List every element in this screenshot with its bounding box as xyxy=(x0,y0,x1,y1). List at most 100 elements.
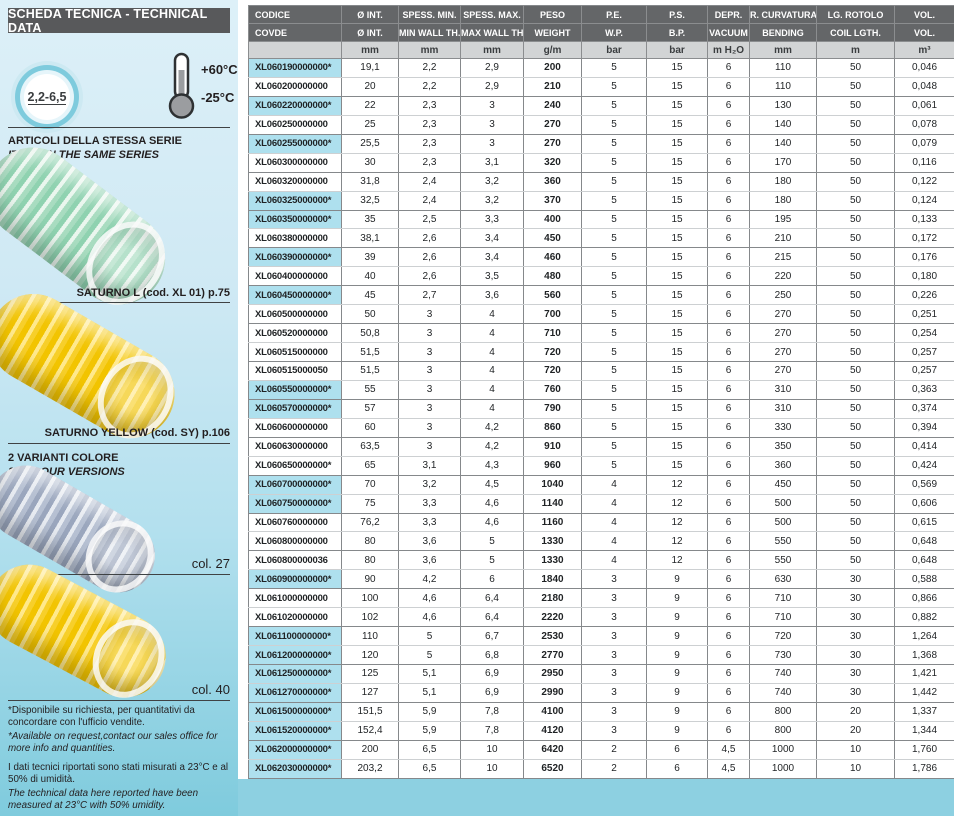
spec-value-cell: 450 xyxy=(523,228,582,249)
spec-value-cell: 15 xyxy=(646,172,708,192)
spec-value-cell: 2990 xyxy=(523,683,582,703)
spec-value-cell: 15 xyxy=(646,153,708,173)
spec-value-cell: 3,4 xyxy=(460,228,524,249)
temperature-max: +60°C xyxy=(201,62,238,77)
product-code-cell: XL060400000000 xyxy=(248,266,342,287)
table-row: XL060700000000* 70 3,2 4,5 1040 4 12 6 450 50 0,56… xyxy=(248,475,954,495)
spec-value-cell: 9 xyxy=(646,626,708,647)
spec-value-cell: 5 xyxy=(581,134,647,154)
spec-value-cell: 2 xyxy=(581,759,647,780)
spec-value-cell: 5 xyxy=(581,96,647,116)
spec-value-cell: 15 xyxy=(646,361,708,381)
header-cell: bar xyxy=(581,41,647,59)
spec-value-cell: 0,394 xyxy=(894,418,954,438)
spec-value-cell: 6 xyxy=(707,58,750,78)
spec-value-cell: 6 xyxy=(707,399,750,419)
product-code-cell: XL060500000000 xyxy=(248,304,342,325)
spec-value-cell: 50 xyxy=(816,456,895,476)
spec-value-cell: 4 xyxy=(581,513,647,533)
spec-value-cell: 700 xyxy=(523,304,582,325)
spec-value-cell: 20 xyxy=(816,702,895,722)
spec-value-cell: 50 xyxy=(816,191,895,211)
spec-value-cell: 800 xyxy=(749,721,817,741)
spec-value-cell: 50 xyxy=(816,115,895,135)
spec-value-cell: 2,6 xyxy=(398,228,461,249)
header-row-italian: CODICE Ø INT. SPESS. MIN. SPESS. MAX. PESO P.… xyxy=(248,5,954,24)
spec-value-cell: 0,569 xyxy=(894,475,954,495)
product-code-cell: XL060600000000 xyxy=(248,418,342,438)
spec-value-cell: 3 xyxy=(398,323,461,344)
spec-value-cell: 350 xyxy=(749,437,817,457)
spec-value-cell: 7,8 xyxy=(460,702,524,722)
spec-value-cell: 50 xyxy=(816,210,895,230)
spec-value-cell: 6 xyxy=(707,134,750,154)
spec-value-cell: 5 xyxy=(581,380,647,400)
table-row: XL061520000000* 152,4 5,9 7,8 4120 3 9 6 800 20 1,… xyxy=(248,721,954,741)
table-row: XL062000000000* 200 6,5 10 6420 2 6 4,5 1000 10 1,… xyxy=(248,740,954,760)
spec-value-cell: 9 xyxy=(646,645,708,665)
spec-value-cell: 200 xyxy=(523,58,582,78)
spec-value-cell: 1000 xyxy=(749,759,817,780)
spec-value-cell: 3,3 xyxy=(398,494,461,514)
spec-value-cell: 200 xyxy=(341,740,399,760)
footnotes: *Disponibile su richiesta, per quantitat… xyxy=(8,705,234,816)
spec-value-cell: 0,866 xyxy=(894,588,954,609)
thermometer-icon xyxy=(168,52,195,119)
spec-value-cell: 6 xyxy=(707,531,750,552)
spec-value-cell: 4120 xyxy=(523,721,582,741)
spec-value-cell: 210 xyxy=(749,228,817,249)
spec-value-cell: 50 xyxy=(816,266,895,287)
spec-value-cell: 0,176 xyxy=(894,247,954,268)
footnote-available-it: *Disponibile su richiesta, per quantitat… xyxy=(8,705,195,728)
table-row: XL060750000000* 75 3,3 4,6 1140 4 12 6 500 50 0,60… xyxy=(248,494,954,514)
header-cell: LG. ROTOLO xyxy=(816,5,895,24)
table-row: XL060570000000* 57 3 4 790 5 15 6 310 50 0,374 xyxy=(248,399,954,419)
spec-value-cell: 110 xyxy=(749,77,817,97)
product-code-cell: XL060300000000 xyxy=(248,153,342,173)
spec-value-cell: 12 xyxy=(646,531,708,552)
spec-value-cell: 710 xyxy=(749,607,817,628)
divider xyxy=(8,443,230,444)
spec-value-cell: 310 xyxy=(749,380,817,400)
spec-value-cell: 15 xyxy=(646,285,708,306)
spec-value-cell: 5,9 xyxy=(398,702,461,722)
spec-value-cell: 310 xyxy=(749,399,817,419)
spec-value-cell: 500 xyxy=(749,513,817,533)
spec-value-cell: 4,2 xyxy=(460,418,524,438)
spec-value-cell: 3,2 xyxy=(460,191,524,211)
footnote-measured-it: I dati tecnici riportati sono stati misu… xyxy=(8,761,229,785)
table-row: XL060630000000 63,5 3 4,2 910 5 15 6 350 50 0,414 xyxy=(248,437,954,457)
spec-value-cell: 6 xyxy=(707,247,750,268)
spec-value-cell: 15 xyxy=(646,418,708,438)
spec-value-cell: 50 xyxy=(816,399,895,419)
spec-value-cell: 6 xyxy=(707,210,750,230)
spec-value-cell: 6 xyxy=(707,380,750,400)
spec-value-cell: 4 xyxy=(581,475,647,495)
spec-value-cell: 6420 xyxy=(523,740,582,760)
header-cell: B.P. xyxy=(646,23,708,42)
spec-value-cell: 3,4 xyxy=(460,247,524,268)
divider xyxy=(8,700,230,701)
spec-value-cell: 0,122 xyxy=(894,172,954,192)
spec-value-cell: 0,046 xyxy=(894,58,954,78)
spec-value-cell: 270 xyxy=(749,323,817,344)
header-cell: DEPR. xyxy=(707,5,750,24)
spec-value-cell: 800 xyxy=(749,702,817,722)
spec-value-cell: 35 xyxy=(341,210,399,230)
footnote-available-en: *Available on request,contact our sales … xyxy=(8,730,218,754)
spec-value-cell: 127 xyxy=(341,683,399,703)
product-code-cell: XL060630000000 xyxy=(248,437,342,457)
spec-value-cell: 6,7 xyxy=(460,626,524,647)
spec-value-cell: 480 xyxy=(523,266,582,287)
spec-value-cell: 0,363 xyxy=(894,380,954,400)
product-code-cell: XL060570000000* xyxy=(248,399,342,419)
spec-value-cell: 50 xyxy=(816,134,895,154)
colour-27-caption: col. 27 xyxy=(191,556,230,571)
header-cell: COIL LGTH. xyxy=(816,23,895,42)
spec-value-cell: 6,9 xyxy=(460,664,524,684)
spec-value-cell: 4,2 xyxy=(460,437,524,457)
spec-value-cell: 4,6 xyxy=(460,513,524,533)
spec-value-cell: 0,374 xyxy=(894,399,954,419)
spec-value-cell: 0,606 xyxy=(894,494,954,514)
spec-value-cell: 39 xyxy=(341,247,399,268)
